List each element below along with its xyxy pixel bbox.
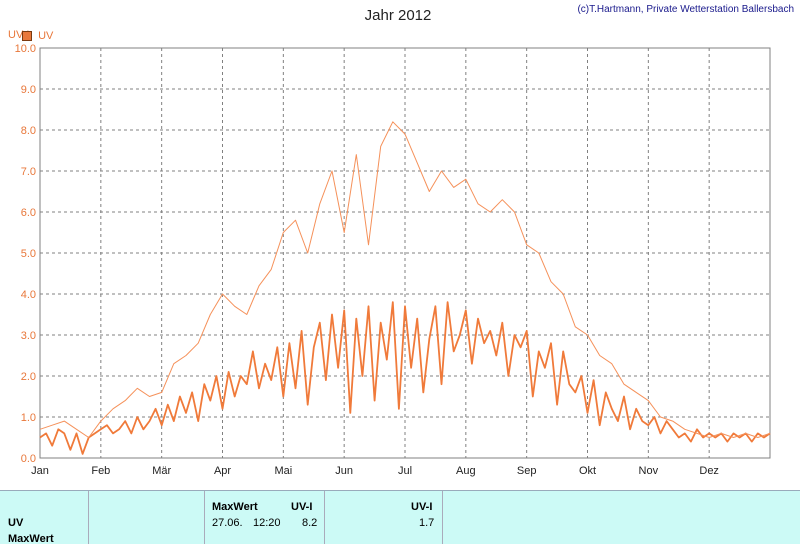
x-tick-label: Aug (456, 465, 476, 477)
y-tick-label: 2.0 (21, 371, 36, 383)
table-col-labels (0, 491, 89, 544)
y-tick-label: 7.0 (21, 166, 36, 178)
y-tick-label: 1.0 (21, 412, 36, 424)
y-tick-label: 4.0 (21, 289, 36, 301)
summary-table: UV MaxWert MaxWert UV-I 27.06. 12:20 8.2… (0, 490, 800, 545)
x-tick-label: Apr (214, 465, 231, 477)
credit-text: (c)T.Hartmann, Private Wetterstation Bal… (577, 4, 794, 15)
y-tick-label: 0.0 (21, 453, 36, 465)
table-row-label-uv: UV (8, 517, 24, 529)
table-header-unit: UV-I (291, 501, 313, 513)
y-tick-label: 10.0 (15, 43, 36, 55)
x-tick-label: Jan (31, 465, 49, 477)
x-tick-label: Mai (274, 465, 292, 477)
table-header-unit-current: UV-I (411, 501, 433, 513)
x-tick-label: Jun (335, 465, 353, 477)
table-row-label-maxwert: MaxWert (8, 533, 54, 545)
y-tick-label: 9.0 (21, 84, 36, 96)
y-tick-label: 3.0 (21, 330, 36, 342)
chart-title: Jahr 2012 (365, 7, 432, 24)
y-tick-label: 5.0 (21, 248, 36, 260)
series-line-uv (39, 301, 771, 455)
x-tick-label: Nov (639, 465, 659, 477)
y-tick-label: 8.0 (21, 125, 36, 137)
x-tick-label: Sep (517, 465, 537, 477)
uv-chart: Jahr 2012 UV-I 0.01.02.03.04.05.06.07.08… (8, 7, 771, 477)
legend-label-uv: UV (38, 30, 54, 42)
table-col-current (324, 491, 443, 544)
table-current-value: 1.7 (419, 517, 435, 529)
series-line-maxwert (39, 121, 771, 438)
x-tick-label: Dez (699, 465, 719, 477)
legend-swatch-uv (22, 31, 32, 42)
x-tick-label: Feb (91, 465, 110, 477)
table-max-value: 8.2 (302, 517, 318, 529)
x-tick-label: Mär (152, 465, 171, 477)
table-max-date: 27.06. (212, 517, 243, 529)
table-header-maxwert: MaxWert (212, 501, 258, 513)
x-tick-label: Jul (398, 465, 412, 477)
table-col-empty (88, 491, 205, 544)
y-tick-label: 6.0 (21, 207, 36, 219)
table-col-maxwert (204, 491, 325, 544)
legend: UV (22, 30, 53, 42)
x-tick-label: Okt (579, 465, 596, 477)
plot-area: 0.0 1.0 2.0 3.0 4.0 5.0 6.0 7.0 8.0 9.0 10.0 Jan Feb… (15, 43, 771, 477)
table-max-time: 12:20 (253, 517, 281, 529)
